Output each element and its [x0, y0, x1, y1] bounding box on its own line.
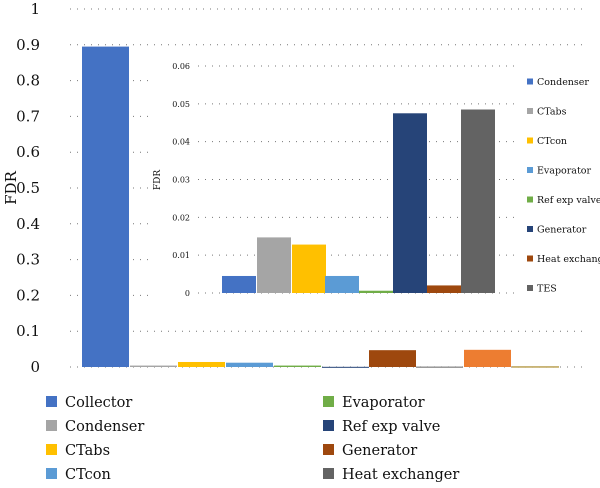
inset-legend-label: Generator	[537, 225, 587, 236]
main-bar-condenser	[130, 365, 177, 367]
main-legend-swatch	[46, 420, 57, 431]
main-y-tick-label: 0.7	[16, 107, 40, 125]
inset-legend-swatch	[527, 167, 533, 173]
main-legend-swatch	[323, 444, 334, 455]
main-y-tick-label: 0	[30, 358, 40, 376]
main-y-tick-label: 0.9	[16, 36, 40, 54]
inset-legend-swatch	[527, 78, 533, 85]
inset-bar-ctcon	[292, 244, 326, 293]
main-y-tick-label: 0.4	[16, 215, 40, 233]
inset-legend-swatch	[527, 285, 533, 291]
main-legend-label: Condenser	[65, 419, 144, 435]
main-bar-unlabeled	[512, 366, 559, 368]
inset-legend-swatch	[527, 196, 533, 203]
main-legend-swatch	[46, 468, 57, 479]
main-legend-label: CTcon	[65, 467, 111, 483]
main-bar-tes	[464, 349, 511, 367]
main-y-tick-label: 0.1	[16, 322, 40, 340]
inset-legend-label: Condenser	[537, 77, 589, 88]
main-y-tick-label: 1	[30, 0, 40, 18]
main-bar-ctabs	[178, 361, 225, 367]
inset-bar-condenser	[222, 275, 256, 293]
inset-legend-swatch	[527, 255, 533, 262]
main-y-axis-title: FDR	[2, 170, 20, 204]
inset-panel	[150, 55, 600, 300]
main-bar-generator	[369, 350, 416, 367]
main-bar-evaporator	[274, 365, 321, 367]
main-legend-label: Evaporator	[342, 395, 425, 411]
inset-legend-label: Ref exp valve	[537, 195, 600, 206]
inset-legend-label: Evaporator	[537, 166, 592, 177]
main-y-tick-label: 0.5	[16, 179, 40, 197]
inset-legend-swatch	[527, 137, 533, 144]
main-legend-swatch	[323, 420, 334, 431]
inset-y-tick-label: 0.03	[172, 176, 190, 185]
main-bar-heat-exchanger	[416, 366, 463, 368]
inset-legend-label: CTabs	[537, 107, 567, 118]
main-legend-label: Collector	[65, 395, 132, 411]
main-bar-collector	[82, 46, 129, 368]
inset-y-tick-label: 0.02	[172, 213, 190, 222]
inset-bar-ref-exp-valve	[359, 290, 393, 293]
inset-bar-heat-exchanger	[427, 285, 461, 293]
inset-bar-generator	[393, 113, 427, 294]
inset-y-tick-label: 0.05	[172, 100, 190, 109]
main-legend-label: Generator	[342, 443, 417, 459]
main-bar-ref-exp-valve	[322, 366, 369, 368]
inset-legend-swatch	[527, 226, 533, 232]
main-y-tick-label: 0.6	[16, 143, 40, 161]
inset-bar-ctabs	[257, 237, 291, 293]
main-y-tick-label: 0.8	[16, 72, 40, 90]
inset-y-tick-label: 0	[185, 289, 190, 298]
main-y-tick-label: 0.2	[16, 286, 40, 304]
main-legend-label: CTabs	[65, 443, 110, 459]
inset-legend-label: Heat exchanger	[537, 254, 600, 265]
main-bar-ctcon	[226, 362, 273, 367]
inset-y-tick-label: 0.06	[172, 62, 190, 71]
inset-bar-evaporator	[325, 275, 359, 293]
inset-bar-tes	[461, 109, 495, 293]
main-y-tick-label: 0.3	[16, 251, 40, 269]
inset-legend-swatch	[527, 108, 533, 114]
inset-y-tick-label: 0.01	[172, 251, 190, 260]
main-legend-label: Ref exp valve	[342, 419, 440, 435]
main-legend-swatch	[46, 396, 57, 407]
inset-y-tick-label: 0.04	[172, 138, 190, 147]
main-legend-swatch	[323, 396, 334, 407]
inset-legend-label: TES	[537, 284, 557, 295]
main-legend-swatch	[323, 468, 334, 479]
main-legend-swatch	[46, 444, 57, 455]
inset-legend-label: CTcon	[537, 136, 567, 147]
main-legend-label: Heat exchanger	[342, 467, 459, 483]
inset-y-axis-title: FDR	[153, 170, 163, 190]
